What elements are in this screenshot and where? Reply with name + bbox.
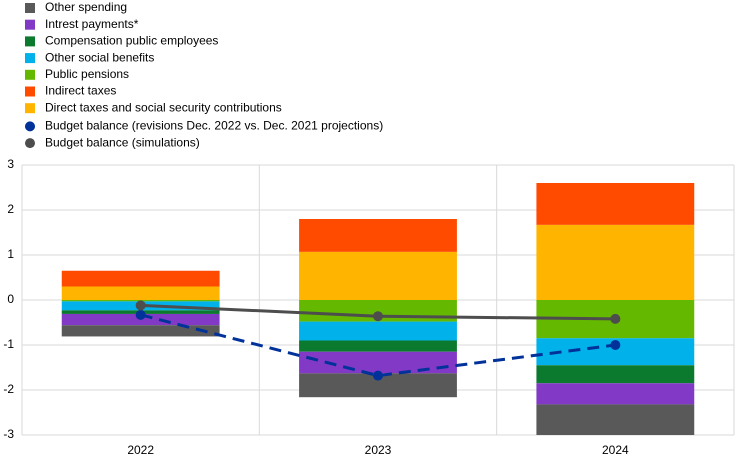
y-tick-label: -3 [3,427,14,441]
bar [536,383,695,405]
legend-swatch [25,53,35,64]
line-marker [135,300,146,311]
bar [299,373,457,398]
legend-label: Budget balance (revisions Dec. 2022 vs. … [45,119,383,133]
y-tick-label: 3 [7,157,14,171]
legend-swatch [25,103,35,114]
legend-label: Budget balance (simulations) [45,135,200,149]
legend-label: Intrest payments* [45,17,139,31]
bar [299,251,457,300]
legend-label: Other spending [45,0,127,14]
line [140,313,616,378]
legend-swatch [25,69,35,80]
legend-label: Indirect taxes [45,84,116,98]
y-tick-label: 0 [7,292,14,306]
legend-swatch [25,36,35,47]
legend-swatch [25,3,35,13]
y-tick-label: 1 [7,247,14,261]
legend-swatch [25,121,35,132]
bar [299,321,457,341]
legend-swatch [25,86,35,97]
bar [536,224,695,300]
bar [536,404,695,435]
line-marker [135,309,146,320]
y-tick-label: -1 [3,337,14,351]
legend-swatch [25,19,35,30]
bar [61,325,220,337]
x-tick-label: 2022 [127,443,154,457]
x-tick-label: 2023 [365,443,392,457]
x-tick-label: 2024 [602,443,629,457]
legend-label: Direct taxes and social security contrib… [45,100,282,114]
line-marker [610,340,621,350]
y-tick-label: 2 [7,202,14,216]
bar [61,270,220,287]
bar [299,340,457,352]
line-marker [373,311,383,322]
bar [299,219,457,252]
bar [536,183,695,225]
line-marker [610,313,621,324]
bar [61,286,220,300]
bar [299,351,457,374]
line-marker [373,370,383,381]
y-tick-label: -2 [3,382,14,396]
legend-swatch [25,138,35,149]
legend-label: Compensation public employees [45,34,218,48]
legend-label: Other social benefits [45,50,154,64]
bar [536,365,695,384]
legend-label: Public pensions [45,67,129,81]
